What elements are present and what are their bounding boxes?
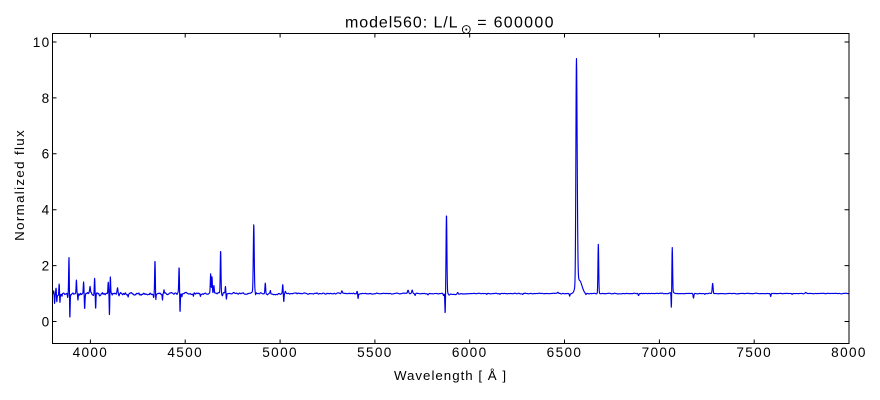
svg-text:7500: 7500 <box>736 345 772 360</box>
svg-text:2: 2 <box>42 259 51 274</box>
svg-text:model560: L/L: model560: L/L <box>345 14 459 31</box>
svg-text:5500: 5500 <box>357 345 393 360</box>
svg-text:6000: 6000 <box>452 345 488 360</box>
svg-text:= 600000: = 600000 <box>477 14 555 31</box>
svg-text:4: 4 <box>42 203 51 218</box>
svg-text:4500: 4500 <box>167 345 203 360</box>
svg-text:0: 0 <box>42 314 51 329</box>
svg-text:Wavelength [ Å ]: Wavelength [ Å ] <box>394 368 507 383</box>
svg-text:10: 10 <box>33 35 51 50</box>
svg-text:6500: 6500 <box>547 345 583 360</box>
svg-text:7000: 7000 <box>642 345 678 360</box>
svg-text:8000: 8000 <box>831 345 867 360</box>
svg-text:6: 6 <box>42 147 51 162</box>
svg-text:Normalized flux: Normalized flux <box>12 129 27 241</box>
svg-text:5000: 5000 <box>262 345 298 360</box>
svg-text:8: 8 <box>42 91 51 106</box>
svg-text:4000: 4000 <box>73 345 109 360</box>
